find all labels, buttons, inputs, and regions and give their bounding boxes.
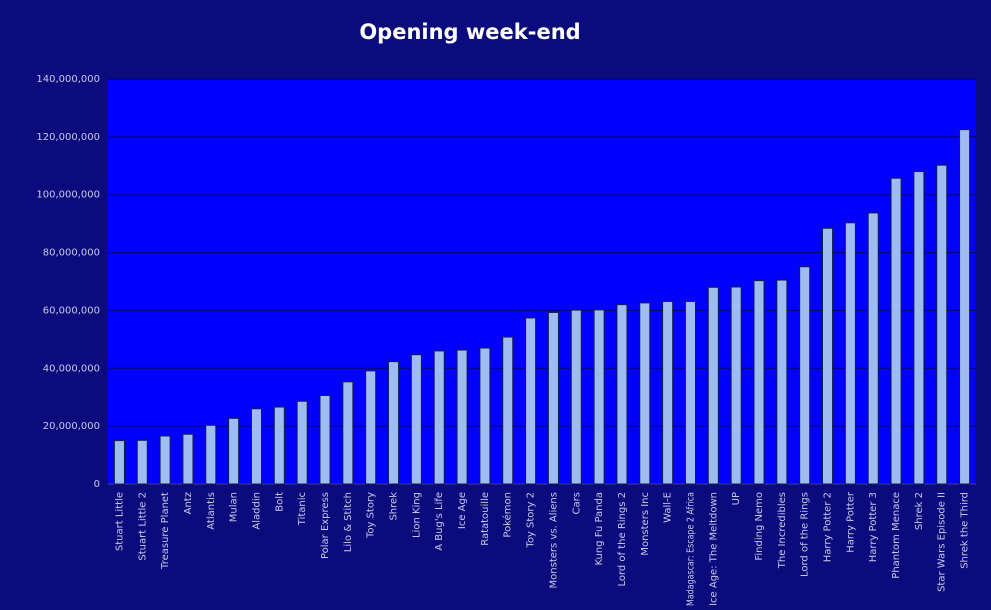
x-tick-label: Monsters vs. Aliens [548, 492, 559, 588]
chart-title: Opening week-end [359, 20, 580, 44]
bar [365, 370, 377, 485]
bar [182, 433, 194, 485]
x-tick-label: Toy Story 2 [526, 492, 537, 549]
bar [844, 222, 856, 485]
bar [570, 309, 582, 485]
bar [616, 304, 628, 485]
bar [410, 354, 422, 485]
x-tick-label: Toy Story [366, 492, 377, 539]
y-tick-label: 80,000,000 [43, 248, 100, 259]
bar [913, 171, 925, 485]
x-tick-label: Harry Potter 2 [823, 492, 834, 562]
x-tick-label: Ratatouille [480, 492, 491, 546]
x-tick-label: Star Wars Episode II [937, 492, 948, 592]
bar [502, 336, 514, 485]
bar [479, 347, 491, 485]
bar [525, 317, 537, 485]
y-tick-label: 120,000,000 [36, 132, 100, 143]
bar [136, 439, 148, 485]
x-tick-label: Shrek [389, 492, 400, 521]
bar [296, 400, 308, 485]
bar [593, 309, 605, 485]
x-tick-label: Lion King [411, 492, 422, 538]
x-tick-label: Harry Potter 3 [868, 492, 879, 562]
bar [159, 435, 171, 485]
x-tick-label: Cars [571, 492, 582, 514]
bar [205, 424, 217, 485]
x-tick-label: Ice Age [457, 492, 468, 529]
y-tick-label: 100,000,000 [36, 190, 100, 201]
bar [799, 266, 811, 485]
bar [433, 350, 445, 485]
bar [113, 440, 125, 485]
x-tick-label: Antz [183, 492, 194, 514]
bar [547, 311, 559, 485]
bar [867, 212, 879, 485]
x-tick-label: Stuart Little 2 [137, 492, 148, 561]
x-tick-label: A Bug's Life [434, 492, 445, 551]
bar [753, 280, 765, 485]
bar [684, 300, 696, 485]
x-tick-label: Lord of the Rings [800, 492, 811, 577]
bar [776, 279, 788, 485]
x-tick-label: Stuart Little [114, 492, 125, 551]
bar [936, 164, 948, 485]
x-tick-label: Lord of the Rings 2 [617, 492, 628, 587]
x-tick-label: Phantom Menace [891, 492, 902, 579]
x-tick-label: Madagascar: Escape 2 Africa [685, 492, 696, 606]
bar [388, 361, 400, 485]
x-tick-label: Aladdin [251, 492, 262, 530]
x-tick-label: UP [731, 492, 742, 505]
bar [319, 394, 331, 485]
bar [662, 300, 674, 485]
bar [730, 286, 742, 485]
x-tick-label: Shrek 2 [914, 492, 925, 530]
bar [456, 349, 468, 485]
y-tick-label: 140,000,000 [36, 74, 100, 85]
bar [273, 406, 285, 485]
bar [890, 177, 902, 485]
y-tick-label: 40,000,000 [43, 363, 100, 374]
x-tick-label: Treasure Planet [160, 492, 171, 570]
x-tick-label: Kung Fu Panda [594, 492, 605, 566]
x-tick-label: Monsters Inc [640, 492, 651, 556]
bar [342, 381, 354, 485]
x-tick-label: Finding Nemo [754, 492, 765, 561]
x-tick-label: The Incredibles [777, 492, 788, 569]
x-tick-label: Harry Potter [845, 491, 856, 553]
x-tick-label: Ice Age: The Meltdown [708, 492, 719, 606]
bar [250, 408, 262, 485]
x-tick-label: Shrek the Third [960, 492, 971, 569]
bar [959, 129, 971, 485]
bar [822, 227, 834, 485]
x-tick-label: Pokémon [502, 492, 514, 538]
x-tick-label: Wall-E [663, 492, 674, 523]
x-tick-label: Titanic [297, 492, 308, 526]
y-tick-label: 0 [94, 479, 100, 490]
bar [639, 302, 651, 485]
bar [707, 286, 719, 485]
y-tick-label: 20,000,000 [43, 421, 100, 432]
x-tick-label: Bolt [274, 492, 285, 512]
x-tick-label: Mulan [229, 492, 240, 522]
bar [228, 417, 240, 485]
y-tick-label: 60,000,000 [43, 305, 100, 316]
x-tick-label: Lilo & Stitch [343, 492, 354, 552]
x-tick-label: Polar Express [320, 492, 331, 559]
x-tick-label: Atlantis [206, 492, 217, 530]
